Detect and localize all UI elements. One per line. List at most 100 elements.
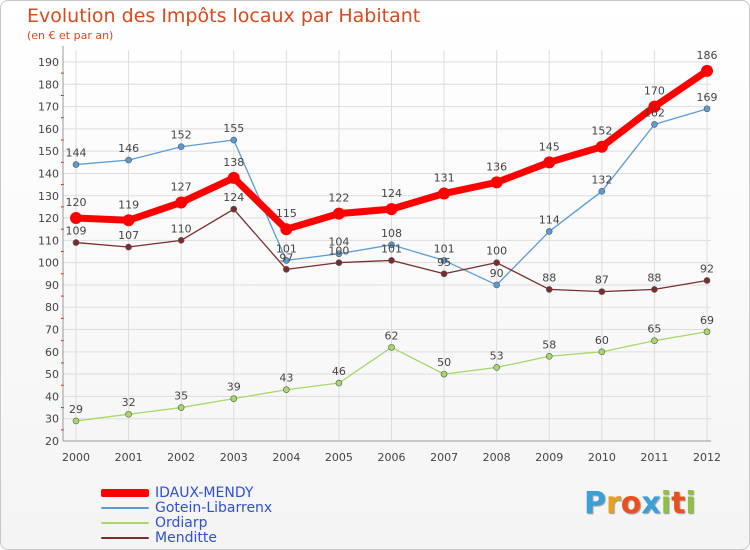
data-label-gotein-libarrenx: 104 [328,236,349,249]
data-point-ordiarp [125,410,132,418]
data-point-idaux-mendy [701,64,713,77]
data-label-ordiarp: 50 [437,356,451,369]
data-point-idaux-mendy [280,223,293,236]
data-label-idaux-mendy: 131 [434,172,455,185]
data-label-menditte: 88 [647,271,661,284]
data-point-ordiarp [177,404,185,411]
data-point-gotein-libarrenx [177,143,185,151]
data-point-gotein-libarrenx [335,250,343,258]
data-label-idaux-mendy: 119 [118,198,139,211]
data-label-ordiarp: 53 [490,349,504,362]
data-point-ordiarp [545,352,553,360]
y-tick-label: 70 [45,324,59,337]
legend-item-idaux-mendy: IDAUX-MENDY [101,486,272,501]
data-point-menditte [335,259,343,266]
data-label-ordiarp: 62 [385,329,399,342]
legend-item-gotein-libarrenx: Gotein-Libarrenx [101,501,272,516]
data-point-menditte [440,270,448,278]
data-point-idaux-mendy [438,187,451,200]
data-point-ordiarp [651,337,658,344]
data-label-gotein-libarrenx: 144 [66,147,87,160]
data-point-idaux-mendy [385,203,398,216]
y-tick-label: 170 [38,101,59,114]
data-label-menditte: 101 [381,242,402,255]
data-point-ordiarp [335,379,343,387]
data-label-gotein-libarrenx: 90 [490,267,504,280]
data-label-menditte: 95 [437,256,451,269]
data-point-idaux-mendy [175,196,188,209]
data-point-idaux-mendy [227,171,240,184]
data-label-ordiarp: 65 [647,323,661,336]
data-point-idaux-mendy [70,212,82,225]
data-point-menditte [545,286,553,293]
x-tick-label: 2009 [535,451,563,464]
y-tick-label: 140 [38,167,59,180]
legend-label: Ordiarp [155,515,208,531]
y-tick-label: 180 [38,78,59,91]
x-tick-label: 2001 [115,451,143,464]
data-point-gotein-libarrenx [493,281,500,289]
data-label-ordiarp: 43 [279,372,293,385]
y-tick-label: 100 [38,257,59,270]
data-label-gotein-libarrenx: 169 [697,91,718,104]
data-label-idaux-mendy: 136 [486,160,507,173]
data-label-gotein-libarrenx: 152 [171,129,192,142]
legend-label: Menditte [155,530,217,546]
x-tick-label: 2012 [693,451,721,464]
data-point-gotein-libarrenx [598,188,606,195]
data-label-gotein-libarrenx: 146 [118,142,139,155]
y-tick-label: 60 [45,346,59,359]
y-tick-label: 130 [38,190,59,203]
data-label-menditte: 110 [171,222,192,235]
data-label-idaux-mendy: 124 [381,187,402,200]
data-point-ordiarp [440,370,448,378]
y-tick-label: 90 [45,279,59,292]
y-tick-label: 40 [45,390,59,403]
proxiti-logo: Proxiti [584,486,696,521]
data-point-idaux-mendy [648,100,661,113]
data-point-gotein-libarrenx [703,105,711,113]
x-tick-label: 2011 [640,451,668,464]
y-tick-label: 190 [38,56,59,69]
data-label-gotein-libarrenx: 114 [539,213,560,226]
data-point-menditte [230,205,238,213]
data-label-idaux-mendy: 186 [697,49,718,62]
x-tick-label: 2006 [378,451,406,464]
data-point-gotein-libarrenx [651,121,658,128]
data-label-idaux-mendy: 115 [276,207,297,220]
x-tick-label: 2007 [430,451,458,464]
data-point-menditte [598,288,606,295]
y-tick-label: 30 [45,413,59,426]
data-label-menditte: 97 [279,251,293,264]
data-label-menditte: 109 [66,225,87,238]
legend-item-menditte: Menditte [101,531,272,546]
y-tick-label: 50 [45,368,59,381]
x-tick-label: 2003 [220,451,248,464]
data-label-idaux-mendy: 170 [644,85,665,98]
legend-swatch [101,537,149,539]
data-point-ordiarp [598,348,606,356]
data-point-idaux-mendy [543,156,556,169]
data-point-ordiarp [388,344,395,351]
data-label-idaux-mendy: 152 [591,125,612,138]
data-label-menditte: 92 [700,262,714,275]
chart-legend: IDAUX-MENDY Gotein-Libarrenx Ordiarp Mendit… [101,486,272,546]
data-label-ordiarp: 32 [122,396,136,409]
y-tick-label: 160 [38,123,59,136]
data-label-gotein-libarrenx: 101 [276,242,297,255]
data-point-ordiarp [703,328,711,336]
data-label-ordiarp: 46 [332,365,346,378]
x-tick-label: 2008 [483,451,511,464]
y-tick-label: 80 [45,301,59,314]
data-point-menditte [703,277,711,284]
data-point-menditte [283,266,290,273]
x-tick-label: 2004 [272,451,300,464]
data-point-ordiarp [72,417,80,425]
x-tick-label: 2005 [325,451,353,464]
legend-label: IDAUX-MENDY [155,485,254,501]
x-tick-label: 2000 [62,451,90,464]
data-point-gotein-libarrenx [440,257,448,264]
data-label-ordiarp: 60 [595,334,609,347]
data-label-ordiarp: 35 [174,390,188,403]
